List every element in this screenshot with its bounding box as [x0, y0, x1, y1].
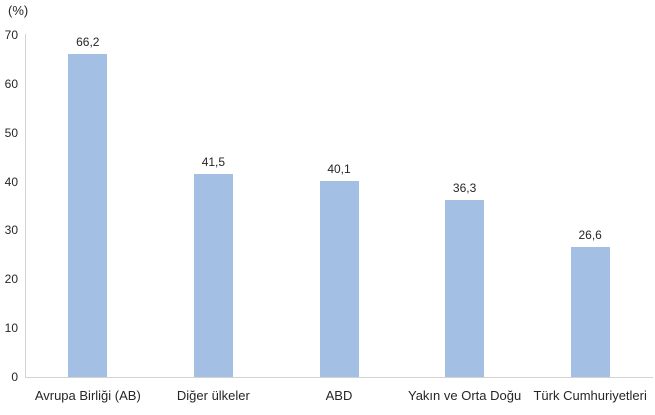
y-tick-label: 70: [4, 28, 18, 42]
bar-value-label: 40,1: [327, 162, 351, 177]
y-axis-unit-label: (%): [8, 3, 29, 18]
x-axis-line: [25, 377, 653, 378]
y-tick-label: 50: [4, 125, 18, 140]
bar: [445, 199, 485, 377]
bar: [68, 53, 108, 377]
y-tick-label: 60: [4, 76, 18, 91]
x-category-label: ABD: [325, 388, 353, 403]
x-category-label: Türk Cumhuriyetleri: [533, 388, 647, 403]
bar: [319, 181, 359, 377]
bar-value-label: 66,2: [76, 34, 100, 49]
bar-value-label: 26,6: [578, 228, 602, 243]
bar-value-label: 41,5: [201, 155, 226, 170]
bar-value-label: 36,3: [452, 180, 477, 195]
bar: [570, 247, 610, 377]
x-category-label: Avrupa Birliği (AB): [34, 388, 141, 403]
y-tick-label: 30: [4, 223, 18, 238]
x-category-label: Diğer ülkeler: [176, 388, 250, 403]
y-tick-label: 10: [4, 321, 18, 336]
y-tick-label: 20: [4, 272, 18, 287]
y-tick-label: 0: [11, 370, 18, 384]
y-axis-line: [25, 34, 26, 377]
bar: [193, 174, 233, 377]
x-category-label: Yakın ve Orta Doğu: [407, 388, 522, 403]
y-tick-label: 40: [4, 174, 18, 189]
